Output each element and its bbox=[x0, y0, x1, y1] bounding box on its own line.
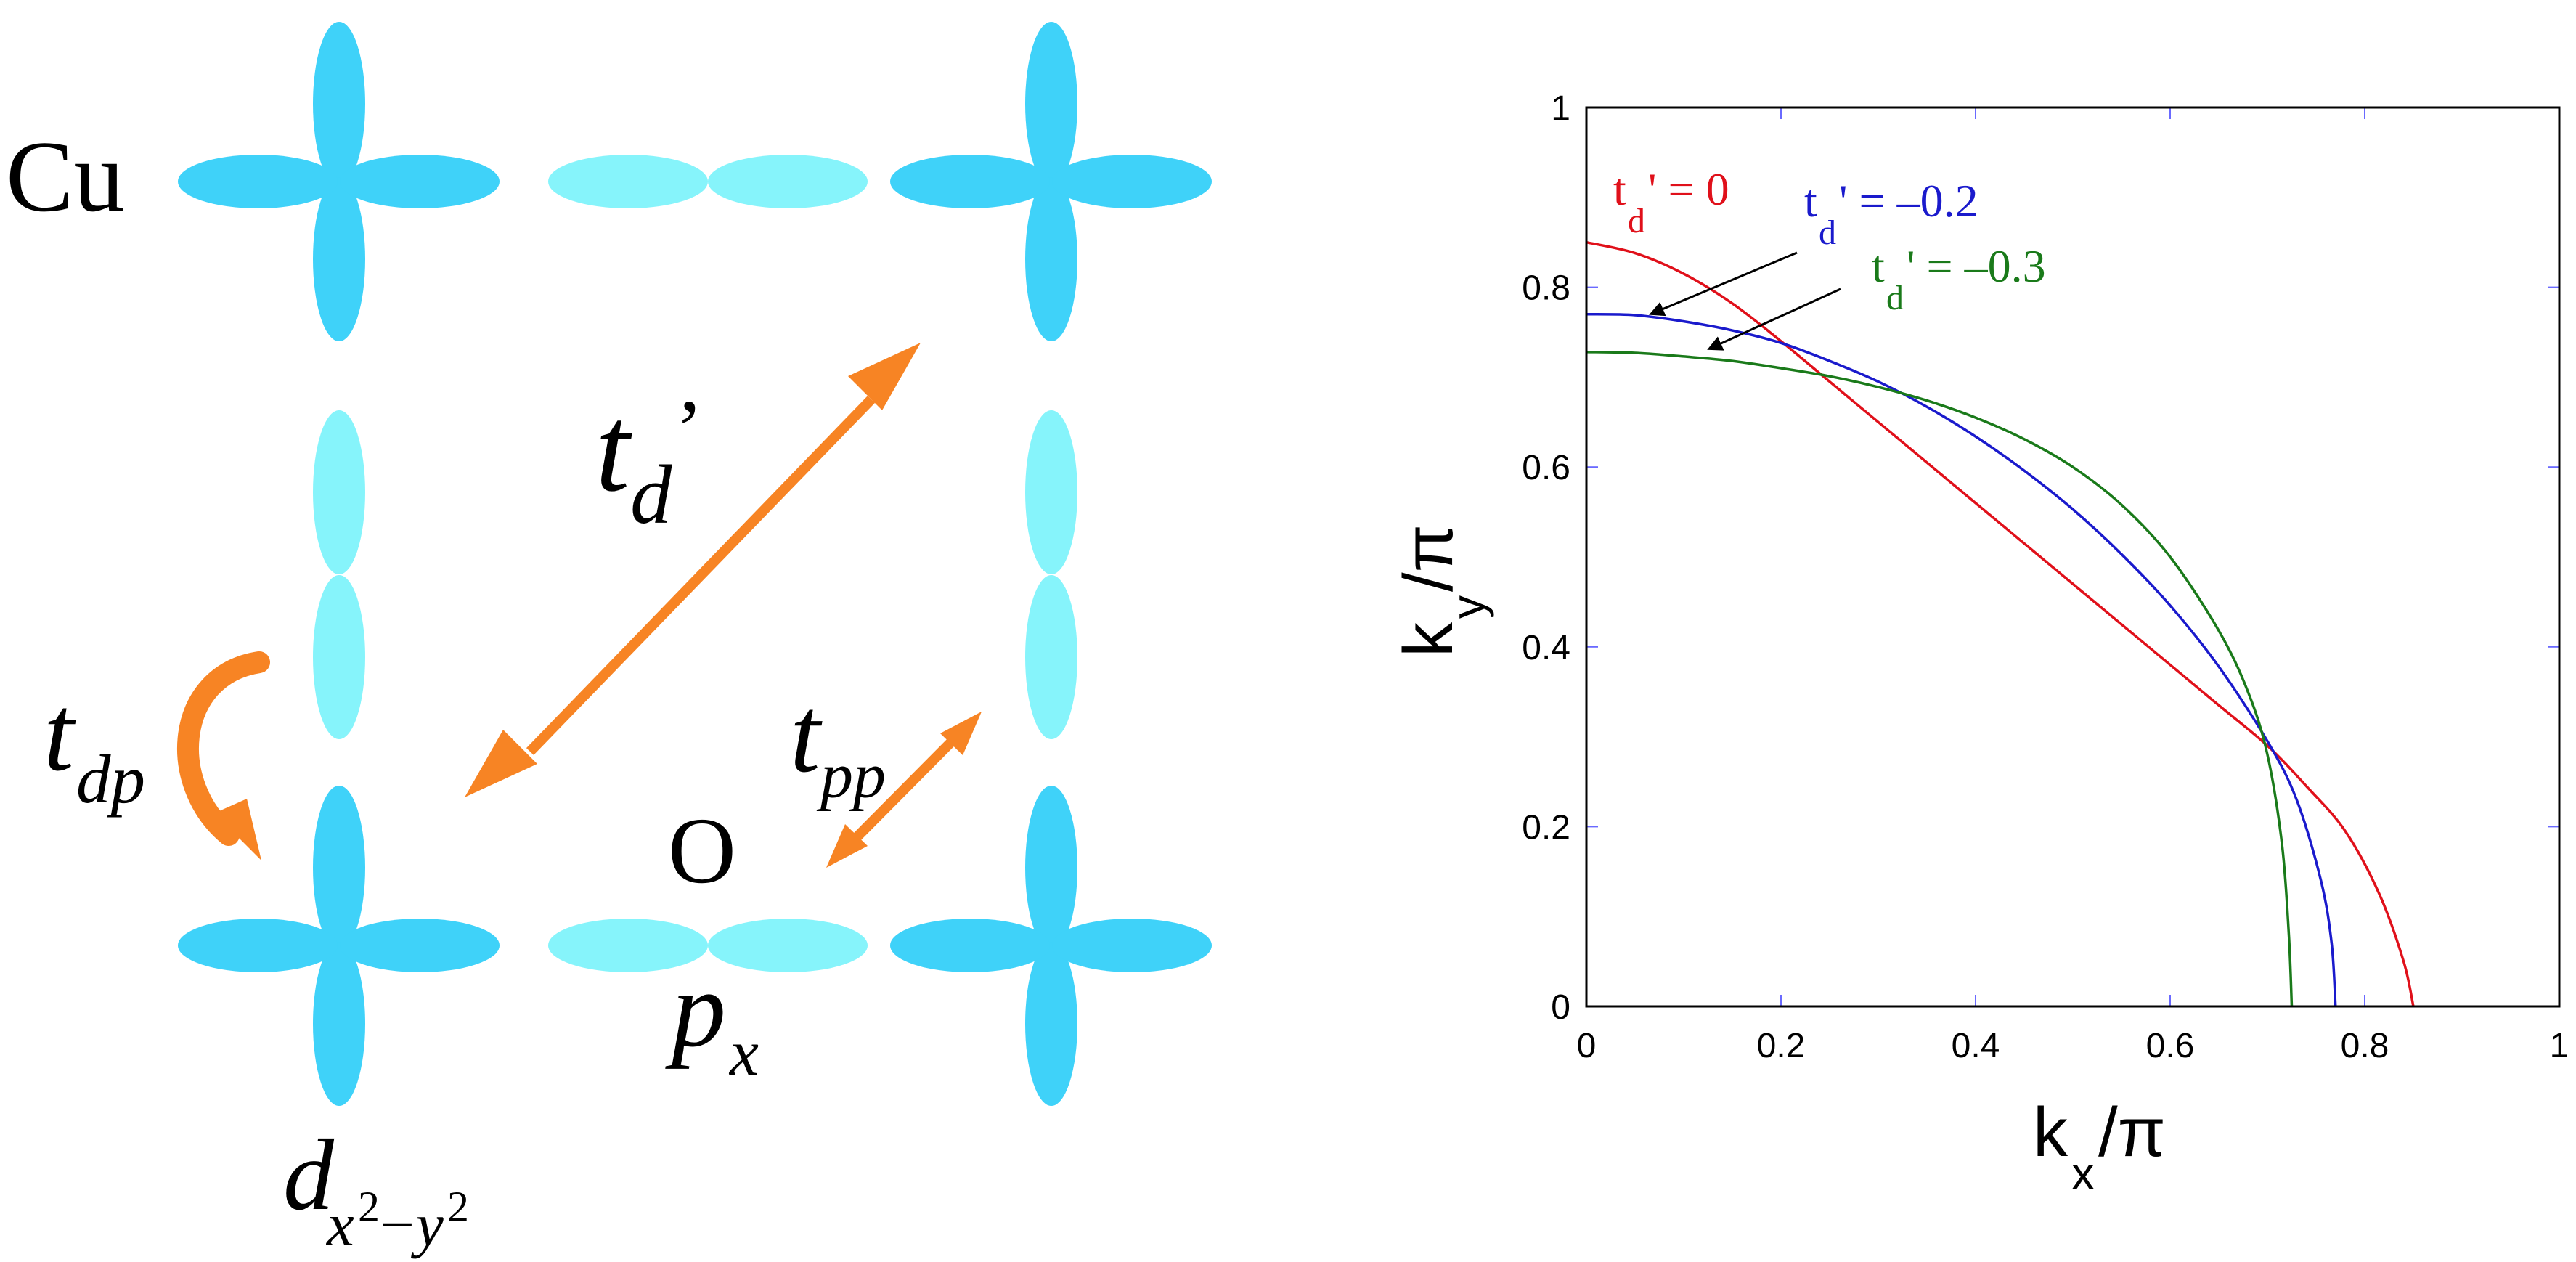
chart-tick-labels: 0 0.2 0.4 0.6 0.8 1 0 0.2 0.4 0.6 0.8 1 bbox=[1522, 89, 2569, 1065]
curve-td0 bbox=[1586, 240, 2415, 1007]
o-orbital-left bbox=[313, 410, 365, 739]
y-tick-label: 0 bbox=[1551, 988, 1570, 1027]
y-tick-label: 0.6 bbox=[1522, 449, 1570, 487]
fermi-surface-chart: 0 0.2 0.4 0.6 0.8 1 0 0.2 0.4 0.6 0.8 1 kx/π ky/π t… bbox=[1390, 89, 2569, 1200]
tpp-label: tpp bbox=[790, 675, 886, 812]
y-axis-label: ky/π bbox=[1390, 524, 1494, 657]
annotation-arrow-td03 bbox=[1707, 288, 1841, 351]
tdp-label: tdp bbox=[44, 673, 145, 818]
cuo2-orbital-diagram: Cu O td’ tdp tpp px dx2−y2 bbox=[6, 22, 1212, 1259]
x-tick-label: 0 bbox=[1577, 1027, 1597, 1065]
cu-orbital-bottom-left bbox=[178, 786, 500, 1106]
cu-orbital-bottom-right bbox=[890, 786, 1212, 1106]
d-orbital-label: dx2−y2 bbox=[283, 1119, 469, 1259]
plot-frame bbox=[1585, 106, 2561, 1008]
cu-orbital-top-left bbox=[178, 22, 500, 341]
legend-td02: td' = –0.2 bbox=[1804, 175, 1978, 252]
x-tick-label: 0.4 bbox=[1952, 1027, 2000, 1065]
chart-ticks bbox=[1586, 107, 2560, 1007]
o-orbital-bottom bbox=[548, 919, 868, 972]
y-tick-label: 1 bbox=[1551, 89, 1570, 128]
cu-orbital-top-right bbox=[890, 22, 1212, 341]
x-axis-label: kx/π bbox=[2033, 1094, 2166, 1200]
px-label: px bbox=[665, 949, 759, 1089]
curve-td03 bbox=[1586, 350, 2294, 1007]
o-orbital-right bbox=[1025, 410, 1077, 739]
td-prime-arrow bbox=[465, 343, 921, 797]
y-tick-label: 0.8 bbox=[1522, 269, 1570, 308]
legend-td03: td' = –0.3 bbox=[1872, 240, 2046, 317]
svg-text:ky/π: ky/π bbox=[1390, 524, 1494, 657]
legend-td0: td' = 0 bbox=[1613, 163, 1729, 240]
annotation-arrow-td02 bbox=[1649, 251, 1798, 317]
y-tick-label: 0.2 bbox=[1522, 808, 1570, 847]
td-prime-label: td’ bbox=[595, 380, 703, 541]
y-tick-label: 0.4 bbox=[1522, 629, 1570, 667]
curve-td02 bbox=[1586, 312, 2337, 1007]
x-tick-label: 1 bbox=[2550, 1027, 2569, 1065]
x-tick-label: 0.6 bbox=[2146, 1027, 2195, 1065]
chart-curves bbox=[1586, 240, 2415, 1007]
cu-label: Cu bbox=[6, 121, 124, 233]
tpp-arrow bbox=[826, 712, 982, 868]
o-orbital-top bbox=[548, 155, 868, 208]
tdp-arrow bbox=[177, 651, 270, 860]
o-label: O bbox=[668, 799, 736, 903]
x-tick-label: 0.2 bbox=[1757, 1027, 1806, 1065]
x-tick-label: 0.8 bbox=[2341, 1027, 2389, 1065]
